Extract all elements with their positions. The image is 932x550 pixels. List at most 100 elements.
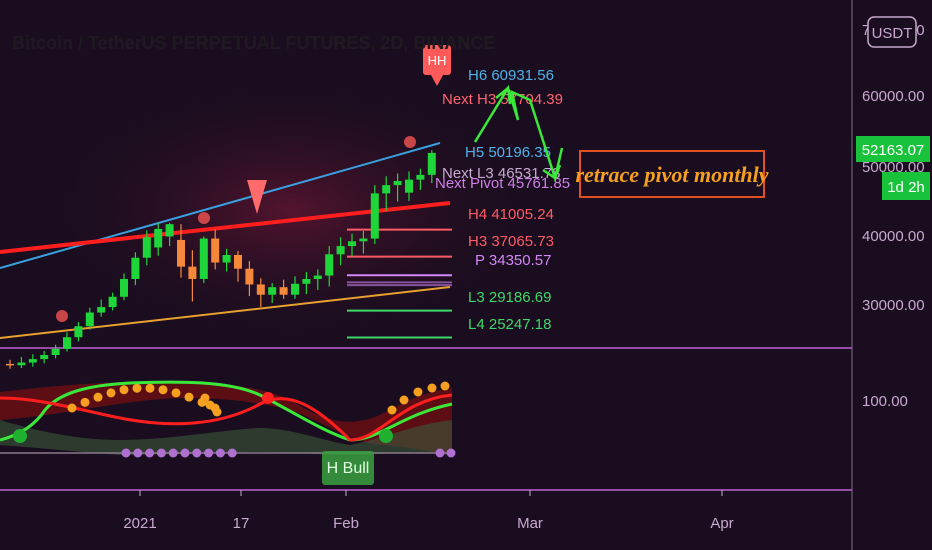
base-dot <box>192 448 202 458</box>
chart-title: Bitcoin / TetherUS PERPETUAL FUTURES, 2D… <box>12 33 495 53</box>
base-dot <box>121 448 131 458</box>
candle-body <box>131 257 140 279</box>
pivot-labels: H6 60931.56 Next H3 57704.39 H5 50196.35 Ne… <box>435 67 570 333</box>
osc-dot <box>80 397 90 407</box>
candle-body <box>154 228 163 248</box>
chart-glow <box>30 70 550 350</box>
hbull-label: H Bull <box>327 460 370 477</box>
candle-body <box>291 283 299 295</box>
osc-dot <box>106 388 116 398</box>
candle-body <box>222 254 231 263</box>
base-dot <box>227 448 237 458</box>
osc-dot <box>440 381 450 391</box>
candle-body <box>416 174 425 180</box>
pivot-label: L3 29186.69 <box>468 289 551 306</box>
pivot-label: H5 50196.35 <box>465 144 551 161</box>
x-tick-label: Mar <box>517 515 543 532</box>
pivot-label: L4 25247.18 <box>468 316 551 333</box>
osc-dot <box>171 388 181 398</box>
y-tick-label: 50000.00 <box>862 159 925 176</box>
candle-body <box>40 355 49 360</box>
candle-body <box>63 337 71 349</box>
candle-body <box>370 193 379 239</box>
candle-body <box>313 275 322 279</box>
candle-body <box>74 326 83 338</box>
osc-dot <box>67 403 77 413</box>
swing-marker <box>404 136 416 148</box>
osc-dot <box>132 383 142 393</box>
base-dot <box>215 448 225 458</box>
osc-dot <box>399 395 409 405</box>
upper-trend-line <box>0 142 441 269</box>
osc-dot <box>205 400 215 410</box>
swing-marker <box>198 212 210 224</box>
pivot-label: H3 37065.73 <box>468 233 554 250</box>
osc-dot <box>184 392 194 402</box>
candle-body <box>405 179 413 193</box>
pivot-label: Next H3 57704.39 <box>442 91 563 108</box>
last-price-label: 52163.07 <box>862 142 925 159</box>
x-tick-label: Feb <box>333 515 359 532</box>
y-tick-label: 60000.00 <box>862 88 925 105</box>
currency-button-label: USDT <box>872 25 913 42</box>
base-dot <box>180 448 190 458</box>
x-tick-label: 17 <box>233 515 250 532</box>
candle-body <box>325 254 334 276</box>
last-price-tag: 52163.07 <box>856 136 930 162</box>
osc-tick: 100.00 <box>862 393 908 410</box>
x-axis: 2021 17 Feb Mar Apr <box>123 490 734 532</box>
annotation-box: retrace pivot monthly <box>575 150 769 198</box>
x-tick-label: Apr <box>710 515 733 532</box>
candle-body <box>51 348 60 356</box>
candle-body <box>188 266 197 279</box>
base-dot <box>168 448 178 458</box>
candle-body <box>234 254 242 269</box>
currency-button[interactable]: USDT <box>867 16 917 48</box>
pivot-lines <box>347 228 452 339</box>
candle-body <box>256 284 265 295</box>
candle-body <box>85 312 94 327</box>
candle-body <box>165 224 174 237</box>
candle-body <box>268 287 277 295</box>
candle-body <box>245 268 254 285</box>
down-triangle-marker <box>247 180 267 214</box>
hh-label: HH <box>428 53 447 68</box>
hbull-marker: H Bull <box>322 451 374 485</box>
candle-body <box>382 185 391 194</box>
candle-body <box>28 359 37 363</box>
countdown-label: 1d 2h <box>887 179 925 196</box>
candle-body <box>348 241 356 247</box>
base-dot <box>204 448 214 458</box>
hand-arrows <box>473 84 564 183</box>
pivot-label: H4 41005.24 <box>468 206 554 223</box>
osc-dot <box>413 387 423 397</box>
osc-dot <box>387 405 397 415</box>
base-dot <box>156 448 166 458</box>
candle-body <box>97 307 106 313</box>
oscillator-pane: H Bull <box>0 380 456 485</box>
candle-body <box>142 237 151 258</box>
osc-dot <box>145 383 155 393</box>
y-tick-label: 30000.00 <box>862 297 925 314</box>
pivot-label: H6 60931.56 <box>468 67 554 84</box>
candles <box>6 150 436 369</box>
candle-body <box>302 278 311 284</box>
candle-body <box>279 287 288 295</box>
pivot-label: Next Pivot 45761.85 <box>435 175 570 192</box>
x-tick-label: 2021 <box>123 515 156 532</box>
candle-body <box>359 238 368 242</box>
base-dot <box>133 448 143 458</box>
candle-body <box>17 362 26 366</box>
candle-body <box>177 239 185 267</box>
candle-body <box>336 246 345 255</box>
candle-body <box>393 181 402 186</box>
candle-body <box>199 238 208 279</box>
candle-body <box>120 278 128 297</box>
base-dot <box>145 448 155 458</box>
annotation-text: retrace pivot monthly <box>575 162 768 187</box>
y-tick-label: 40000.00 <box>862 228 925 245</box>
osc-dot <box>200 393 210 403</box>
pivot-label: P 34350.57 <box>475 252 551 269</box>
